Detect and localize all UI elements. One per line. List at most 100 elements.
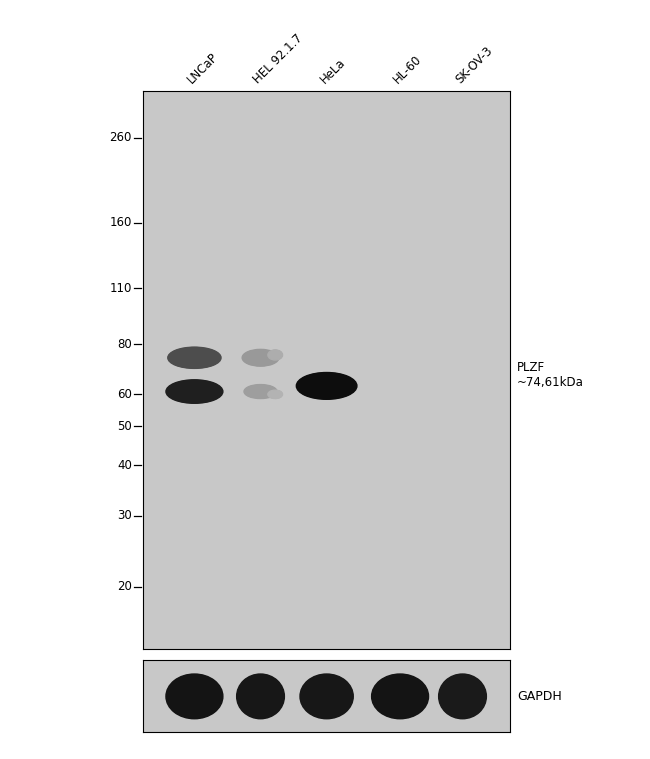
Ellipse shape xyxy=(317,688,337,704)
Ellipse shape xyxy=(187,354,202,361)
Ellipse shape xyxy=(189,356,200,360)
Ellipse shape xyxy=(246,386,276,398)
Ellipse shape xyxy=(393,691,408,702)
Ellipse shape xyxy=(240,677,281,716)
Ellipse shape xyxy=(256,356,265,360)
Ellipse shape xyxy=(272,353,278,357)
Ellipse shape xyxy=(248,386,273,397)
Ellipse shape xyxy=(274,354,276,355)
Ellipse shape xyxy=(313,380,341,392)
Ellipse shape xyxy=(274,354,276,356)
Ellipse shape xyxy=(444,679,481,713)
Ellipse shape xyxy=(251,688,270,705)
Ellipse shape xyxy=(173,349,216,367)
Ellipse shape xyxy=(399,696,401,697)
Ellipse shape xyxy=(174,383,215,400)
Ellipse shape xyxy=(270,351,281,359)
Ellipse shape xyxy=(169,676,220,716)
Ellipse shape xyxy=(174,680,215,713)
Ellipse shape xyxy=(174,383,214,400)
Ellipse shape xyxy=(177,683,211,710)
Ellipse shape xyxy=(194,391,196,392)
Ellipse shape xyxy=(270,392,280,397)
Ellipse shape xyxy=(300,374,353,398)
Ellipse shape xyxy=(243,680,278,713)
Ellipse shape xyxy=(246,351,275,364)
Ellipse shape xyxy=(173,383,216,401)
Ellipse shape xyxy=(251,387,270,395)
Ellipse shape xyxy=(307,377,346,395)
Ellipse shape xyxy=(324,694,330,698)
Ellipse shape xyxy=(322,384,331,388)
Ellipse shape xyxy=(255,389,266,394)
Ellipse shape xyxy=(448,683,477,710)
Ellipse shape xyxy=(320,383,333,389)
Ellipse shape xyxy=(377,679,423,714)
Ellipse shape xyxy=(191,356,198,359)
Ellipse shape xyxy=(439,674,486,719)
Ellipse shape xyxy=(252,354,270,362)
Ellipse shape xyxy=(274,394,276,395)
Ellipse shape xyxy=(176,384,213,399)
Ellipse shape xyxy=(302,676,352,717)
Ellipse shape xyxy=(170,348,218,367)
Ellipse shape xyxy=(271,352,280,358)
Ellipse shape xyxy=(270,351,280,358)
Ellipse shape xyxy=(192,357,197,359)
Ellipse shape xyxy=(272,352,279,357)
Ellipse shape xyxy=(301,675,352,718)
Ellipse shape xyxy=(372,674,428,719)
Ellipse shape xyxy=(380,681,420,712)
Ellipse shape xyxy=(245,385,276,398)
Ellipse shape xyxy=(391,689,410,704)
Ellipse shape xyxy=(382,682,418,710)
Ellipse shape xyxy=(242,349,279,366)
Ellipse shape xyxy=(376,677,424,716)
Ellipse shape xyxy=(320,691,333,701)
Ellipse shape xyxy=(192,390,197,392)
Ellipse shape xyxy=(395,692,406,701)
Ellipse shape xyxy=(259,357,263,358)
Text: HL-60: HL-60 xyxy=(391,52,424,86)
Ellipse shape xyxy=(188,389,201,394)
Ellipse shape xyxy=(311,684,342,709)
Ellipse shape xyxy=(304,376,349,395)
Ellipse shape xyxy=(258,357,263,359)
Ellipse shape xyxy=(192,357,196,358)
Ellipse shape xyxy=(253,389,268,395)
Ellipse shape xyxy=(306,376,348,395)
Ellipse shape xyxy=(250,353,270,362)
Ellipse shape xyxy=(255,355,266,361)
Ellipse shape xyxy=(260,696,261,697)
Ellipse shape xyxy=(167,675,222,718)
Ellipse shape xyxy=(326,696,328,697)
Ellipse shape xyxy=(313,380,340,392)
Ellipse shape xyxy=(187,691,202,702)
Ellipse shape xyxy=(172,348,218,367)
Ellipse shape xyxy=(183,387,206,396)
Ellipse shape xyxy=(458,693,467,700)
Ellipse shape xyxy=(179,386,209,398)
Ellipse shape xyxy=(322,693,331,700)
Ellipse shape xyxy=(255,389,265,394)
Ellipse shape xyxy=(253,354,268,361)
Ellipse shape xyxy=(374,676,426,717)
Ellipse shape xyxy=(174,350,215,366)
Ellipse shape xyxy=(187,355,202,361)
Ellipse shape xyxy=(315,380,339,391)
Ellipse shape xyxy=(272,393,278,395)
Ellipse shape xyxy=(272,392,278,396)
Ellipse shape xyxy=(248,352,272,364)
Ellipse shape xyxy=(271,392,280,397)
Ellipse shape xyxy=(386,685,414,707)
Ellipse shape xyxy=(272,353,278,357)
Ellipse shape xyxy=(177,385,211,398)
Ellipse shape xyxy=(172,679,217,714)
Ellipse shape xyxy=(185,388,204,395)
Ellipse shape xyxy=(168,347,221,368)
Ellipse shape xyxy=(250,687,271,706)
Ellipse shape xyxy=(185,354,204,361)
Ellipse shape xyxy=(268,350,283,360)
Ellipse shape xyxy=(308,681,345,712)
Ellipse shape xyxy=(306,377,347,395)
